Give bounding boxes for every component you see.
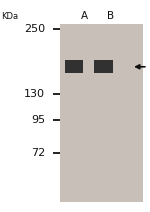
Text: 130: 130: [24, 89, 45, 99]
Text: 72: 72: [31, 148, 45, 158]
Text: 250: 250: [24, 24, 45, 34]
Bar: [94, 60, 112, 73]
Text: B: B: [107, 11, 114, 21]
Text: 95: 95: [31, 115, 45, 125]
Text: KDa: KDa: [2, 12, 19, 21]
Bar: [60, 24, 142, 202]
Text: A: A: [81, 11, 88, 21]
Bar: [65, 60, 82, 73]
